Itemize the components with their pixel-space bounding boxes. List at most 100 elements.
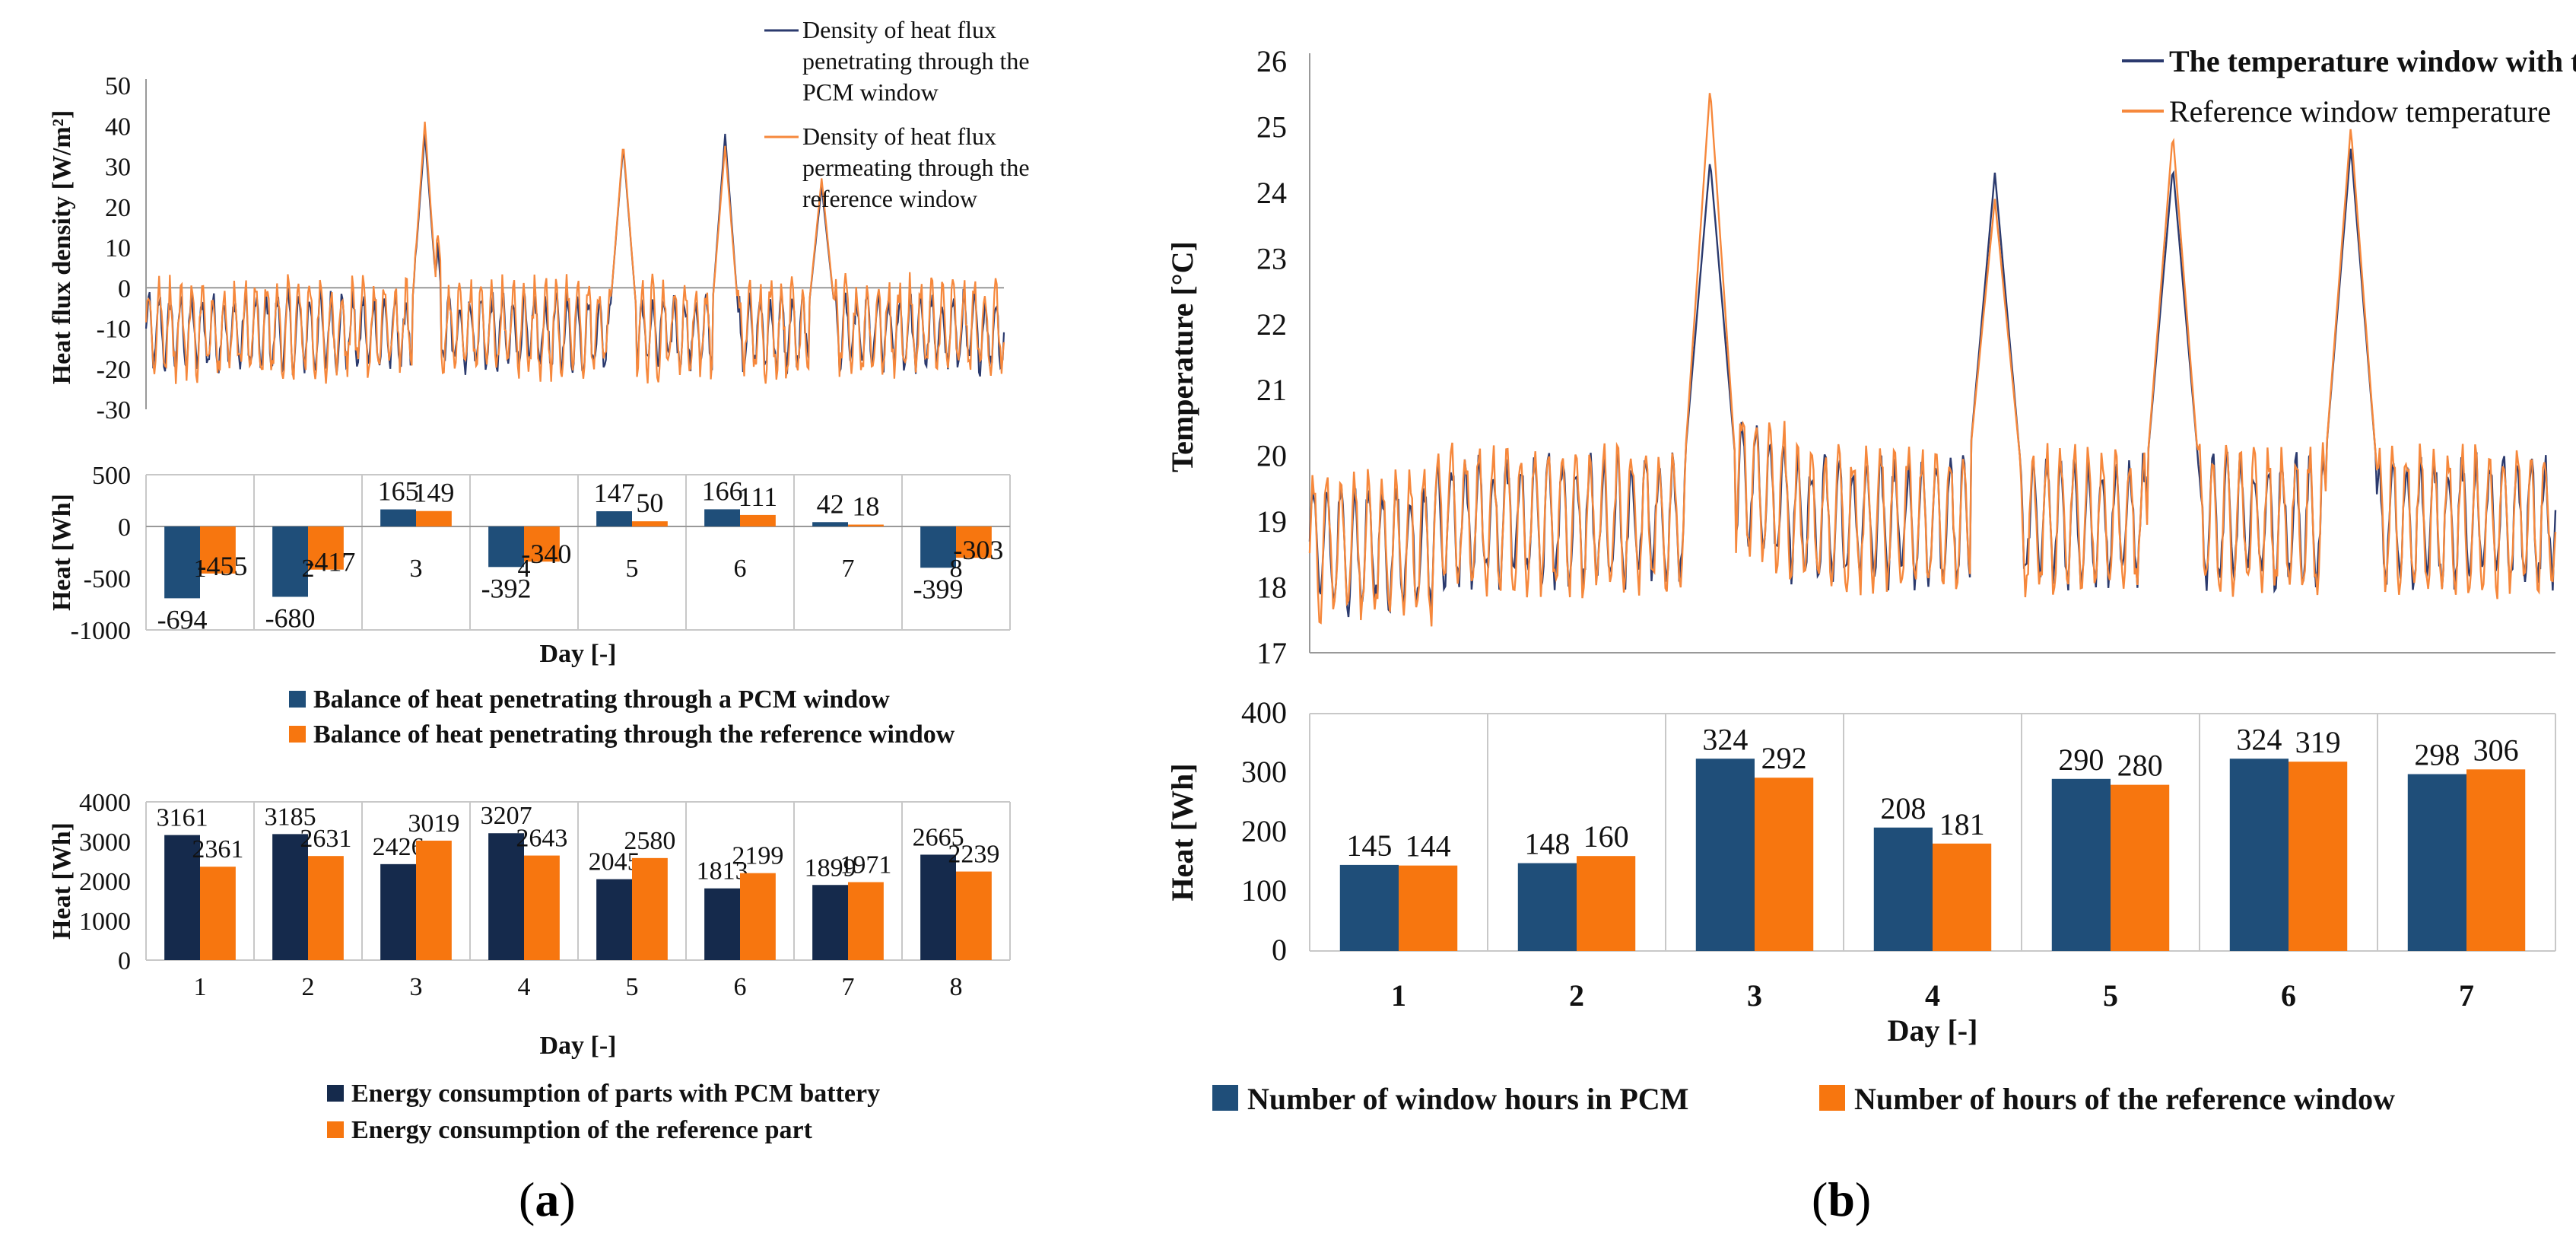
b2-data-label-pcm-day-4: 208 [1880,791,1926,825]
a3-ytick: 2000 [79,868,131,896]
b2-bar-ref-day-7 [2466,769,2526,951]
panel-b-close: ) [1854,1172,1872,1226]
b2-ytick: 200 [1241,814,1287,848]
a1-legend-label-pcm: penetrating through the [802,47,1030,75]
a2-bar-pcm-day-1 [164,526,200,599]
a3-legend-swatch-ref [327,1121,344,1138]
a3-data-label-ref-day-4: 2643 [516,825,567,853]
panel-a-close: ) [559,1172,576,1226]
a2-bar-pcm-day-2 [272,526,308,597]
b2-data-label-ref-day-4: 181 [1939,807,1985,841]
a2-xlabel: Day [-] [539,640,616,668]
a3-bar-pcm-day-4 [488,833,524,960]
b2-legend-swatch-pcm [1212,1085,1238,1111]
a1-ytick: 40 [105,113,131,141]
b1-series-ref-line [1308,93,2557,627]
a2-bar-ref-day-1 [200,526,236,574]
a1-ytick: 50 [105,72,131,100]
a2-data-label-ref-day-4: -340 [521,539,571,569]
b2-data-label-ref-day-6: 319 [2295,725,2341,759]
a3-bar-ref-day-1 [200,867,236,960]
a3-data-label-ref-day-3: 3019 [408,809,459,838]
a3-category-label-day-4: 4 [518,973,531,1001]
a2-category-label-day-1: 1 [194,555,207,583]
panel-a-letter: a [535,1172,560,1226]
a3-ytick: 0 [118,947,131,975]
b1-ylabel: Temperature [°C] [1165,241,1199,472]
a2-category-label-day-8: 8 [950,555,963,583]
a2-bar-ref-day-8 [956,526,992,558]
chart-a1: 50 40 30 20 10 0 -10 -20 -30 Heat flux density [W… [48,16,1030,425]
a3-bar-ref-day-5 [632,857,668,960]
a2-bar-pcm-day-3 [380,509,416,526]
a2-ytick: -1000 [71,617,131,645]
a2-category-label-day-7: 7 [842,555,855,583]
a2-bar-pcm-day-8 [920,526,956,568]
b2-category-label-day-6: 6 [2281,978,2296,1013]
b2-bar-ref-day-4 [1933,843,1992,951]
a2-data-label-ref-day-7: 18 [852,491,879,522]
b2-ytick: 300 [1241,755,1287,789]
a3-category-label-day-2: 2 [302,973,315,1001]
a2-data-label-pcm-day-5: 147 [594,478,635,508]
a3-bar-ref-day-8 [956,871,992,960]
a3-data-label-pcm-day-3: 2426 [373,833,424,861]
b2-category-label-day-5: 5 [2103,978,2118,1013]
a3-bar-ref-day-2 [308,856,344,960]
b2-ytick: 0 [1272,933,1287,967]
b2-bar-pcm-day-3 [1695,758,1755,951]
a2-data-label-pcm-day-7: 42 [817,488,844,519]
a2-data-label-pcm-day-1: -694 [157,604,208,634]
b2-bar-pcm-day-4 [1873,827,1933,951]
a3-bar-pcm-day-8 [920,854,956,960]
a3-data-label-pcm-day-5: 2045 [589,848,640,876]
a1-ytick: 30 [105,154,131,182]
a1-ytick: -10 [97,316,131,344]
b2-category-label-day-7: 7 [2459,978,2474,1013]
a2-bar-ref-day-3 [416,510,452,526]
a3-data-label-pcm-day-2: 3185 [265,803,316,831]
a2-category-label-day-4: 4 [518,555,531,583]
b1-ytick: 21 [1256,373,1287,407]
a1-legend-label-ref: Density of heat flux [802,122,996,150]
a1-ytick: 0 [118,275,131,303]
a2-data-label-ref-day-2: -417 [305,547,355,577]
b2-bar-pcm-day-1 [1339,864,1399,951]
a2-data-label-pcm-day-3: 165 [378,476,419,507]
a3-bar-pcm-day-3 [380,863,416,960]
a3-bar-ref-day-3 [416,841,452,960]
b2-category-label-day-4: 4 [1925,978,1940,1013]
a2-data-label-pcm-day-4: -392 [481,573,532,603]
panel-b-label: (b) [1812,1172,1871,1228]
b2-category-label-day-2: 2 [1569,978,1584,1013]
panel-b-open: ( [1812,1172,1828,1226]
a1-series-ref-line [145,121,1005,384]
a2-category-label-day-3: 3 [410,555,423,583]
b2-data-label-ref-day-7: 306 [2473,733,2519,767]
b2-data-label-pcm-day-1: 145 [1346,828,1392,863]
b2-category-label-day-3: 3 [1747,978,1762,1013]
a2-ytick: 500 [92,462,131,490]
a3-data-label-ref-day-2: 2631 [300,825,351,853]
a1-legend-label-ref: permeating through the [802,154,1030,181]
a3-data-label-pcm-day-7: 1899 [805,854,856,882]
a3-bar-ref-day-6 [740,873,776,960]
a2-data-label-ref-day-6: 111 [738,482,777,512]
a1-legend-label-pcm: PCM window [802,78,939,106]
b2-ylabel: Heat [Wh] [1165,763,1199,901]
b1-ytick: 17 [1256,636,1287,670]
a3-legend-label-pcm: Energy consumption of parts with PCM bat… [351,1080,880,1108]
a2-legend-label-ref: Balance of heat penetrating through the … [313,720,955,749]
a3-ytick: 3000 [79,828,131,857]
a2-legend-swatch-pcm [289,691,306,708]
panel-a-open: ( [519,1172,535,1226]
a3-category-label-day-1: 1 [194,973,207,1001]
b2-bar-pcm-day-2 [1517,863,1577,951]
b1-ytick: 18 [1256,571,1287,605]
b2-data-label-pcm-day-3: 324 [1702,722,1748,756]
b2-ytick: 100 [1241,873,1287,908]
a3-category-label-day-6: 6 [734,973,747,1001]
a3-category-label-day-3: 3 [410,973,423,1001]
